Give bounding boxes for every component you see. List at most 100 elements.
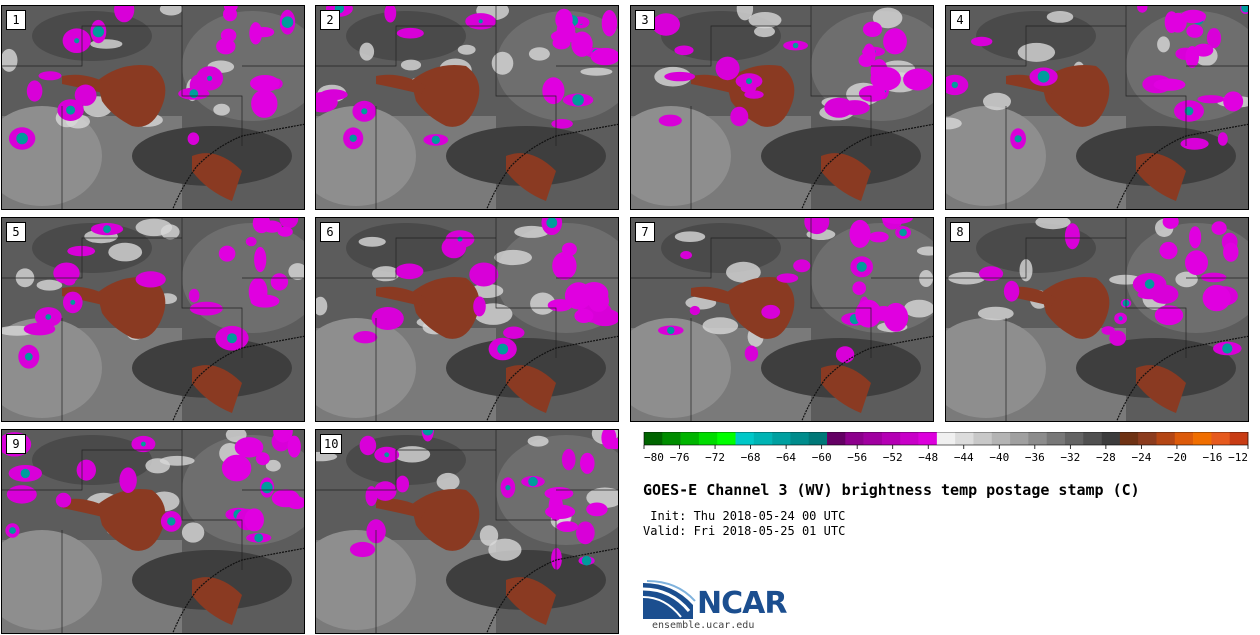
colorbar-swatch xyxy=(1083,432,1102,445)
convective-cell xyxy=(189,301,223,316)
stamp-panel-8: 8 xyxy=(945,217,1249,422)
convective-cell xyxy=(349,541,376,558)
colorbar-tick-label: −20 xyxy=(1167,451,1187,464)
stamp-panel-5: 5 xyxy=(1,217,305,422)
stamp-number: 7 xyxy=(635,222,655,242)
convective-cell xyxy=(1109,330,1126,346)
coastline xyxy=(172,547,304,633)
coastline xyxy=(1116,335,1248,421)
state-borders xyxy=(631,6,933,209)
stamp-number: 4 xyxy=(950,10,970,30)
colorbar-legend: −80 −76 −72 −68 −64 −60 −56 −52 −48 −44 −40 −36 −32 −… xyxy=(643,432,1253,468)
stamp-number: 3 xyxy=(635,10,655,30)
colorbar-swatch xyxy=(790,432,810,445)
coastline xyxy=(801,123,933,209)
convective-cell xyxy=(1137,290,1164,300)
convective-cell xyxy=(680,251,692,260)
state-borders xyxy=(316,430,618,633)
wv-map xyxy=(2,430,304,633)
convective-cell xyxy=(245,236,257,247)
convective-cell xyxy=(53,262,80,284)
convective-cell xyxy=(1197,95,1225,104)
init-time: Init: Thu 2018-05-24 00 UTC xyxy=(643,509,846,523)
colorbar-tick-label: −16 xyxy=(1203,451,1223,464)
colorbar-swatch xyxy=(881,432,901,445)
convective-cell xyxy=(353,331,378,344)
convective-cell xyxy=(119,467,137,493)
colorbar-tick-label: −44 xyxy=(954,451,974,464)
wv-map xyxy=(631,218,933,421)
colorbar-swatch xyxy=(863,432,883,445)
convective-cell xyxy=(74,84,97,106)
dry-slot xyxy=(411,277,480,339)
colorbar-swatch xyxy=(753,432,773,445)
colorbar-swatch xyxy=(1028,432,1047,445)
colorbar-tick-label: −28 xyxy=(1096,451,1116,464)
convective-cell xyxy=(374,481,397,501)
colorbar-swatch xyxy=(680,432,700,445)
stamp-panel-9: 9 xyxy=(1,429,305,634)
colorbar: −80 −76 −72 −68 −64 −60 −56 −52 −48 −44 −40 −36 −32 −… xyxy=(643,432,1249,464)
stamp-panel-4: 4 xyxy=(945,5,1249,210)
coastline xyxy=(172,335,304,421)
convective-cell xyxy=(1101,326,1115,335)
convective-cell xyxy=(38,71,62,81)
convective-cell xyxy=(664,71,696,82)
convective-cell xyxy=(715,56,740,81)
convective-cell xyxy=(6,485,37,504)
convective-cell xyxy=(384,6,397,23)
colorbar-tick-label: −68 xyxy=(741,451,761,464)
colorbar-swatch xyxy=(1229,432,1249,445)
convective-cell xyxy=(978,266,1004,282)
convective-cell xyxy=(188,288,200,303)
convective-cell xyxy=(1003,280,1020,302)
coastline xyxy=(801,335,933,421)
chart-title: GOES-E Channel 3 (WV) brightness temp po… xyxy=(643,481,1140,499)
colorbar-swatch xyxy=(1174,432,1194,445)
convective-cell xyxy=(279,218,299,229)
state-borders xyxy=(631,218,933,421)
colorbar-swatch xyxy=(1046,432,1066,445)
convective-cell xyxy=(371,307,404,330)
colorbar-swatch xyxy=(936,432,956,445)
dry-slot xyxy=(97,277,166,339)
colorbar-swatch xyxy=(1010,432,1029,445)
convective-cell xyxy=(761,304,781,319)
colorbar-tick-label: −64 xyxy=(776,451,796,464)
stamp-number: 5 xyxy=(6,222,26,242)
dry-slot xyxy=(1041,65,1110,127)
state-borders xyxy=(946,6,1248,209)
colorbar-swatch xyxy=(827,432,846,445)
dry-slot xyxy=(411,489,480,551)
convective-cell xyxy=(776,273,799,283)
convective-cell xyxy=(590,308,618,327)
colorbar-tick-label: −52 xyxy=(883,451,903,464)
colorbar-tick-label: −32 xyxy=(1060,451,1080,464)
colorbar-tick-label: −56 xyxy=(847,451,867,464)
colorbar-swatch xyxy=(644,432,663,445)
colorbar-swatch xyxy=(1156,432,1176,445)
convective-cell xyxy=(804,218,830,235)
ncar-logo-icon xyxy=(643,580,696,619)
dry-slot xyxy=(1041,277,1110,339)
wv-map xyxy=(946,6,1248,209)
convective-cell xyxy=(576,521,595,545)
coastline xyxy=(1116,123,1248,209)
ncar-logo-text: NCAR xyxy=(697,586,787,621)
colorbar-swatch xyxy=(717,432,736,445)
colorbar-swatch xyxy=(772,432,791,445)
convective-cell xyxy=(551,119,573,129)
colorbar-tick-label: −72 xyxy=(705,451,725,464)
convective-cell xyxy=(187,132,200,145)
convective-cell xyxy=(26,80,43,102)
convective-cell xyxy=(674,45,694,56)
colorbar-tick-label: −24 xyxy=(1131,451,1151,464)
convective-cell xyxy=(744,90,764,99)
ncar-logo-url: ensemble.ucar.edu xyxy=(652,620,755,631)
state-borders xyxy=(316,218,618,421)
colorbar-tick-label: −76 xyxy=(670,451,690,464)
colorbar-swatch xyxy=(1138,432,1157,445)
colorbar-swatch xyxy=(1211,432,1230,445)
state-borders xyxy=(2,218,304,421)
colorbar-swatch xyxy=(1119,432,1139,445)
